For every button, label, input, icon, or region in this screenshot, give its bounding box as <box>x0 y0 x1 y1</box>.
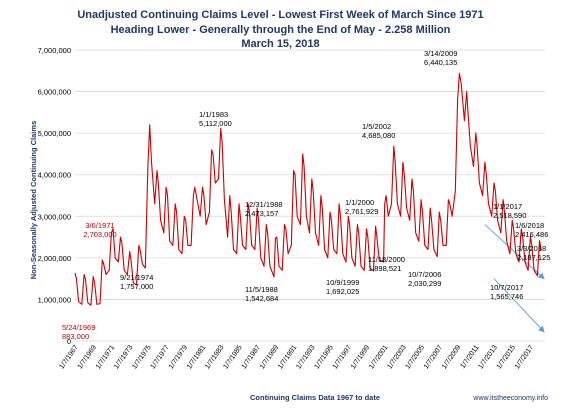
annotation-value: 2,473,157 <box>245 209 278 218</box>
annotation-value: 2,518,590 <box>493 211 526 220</box>
annotation-value: 6,440,135 <box>424 58 457 67</box>
annotation-date: 1/1/2000 <box>345 198 374 207</box>
y-axis-title: Non-Seasonally Adjusted Continuing Claim… <box>29 121 38 280</box>
annotation-date: 1/1/1983 <box>199 110 228 119</box>
annotation-value: 2,187,125 <box>517 253 550 262</box>
y-tick-label: 3,000,000 <box>38 212 71 221</box>
annotation-date: 3/14/2009 <box>424 49 457 58</box>
y-tick-label: 7,000,000 <box>38 46 71 55</box>
annotation-value: 1,565,746 <box>490 292 523 301</box>
annotation-date: 3/3/2018 <box>517 244 546 253</box>
annotation-date: 12/31/1988 <box>245 200 283 209</box>
annotation-date: 10/7/2006 <box>408 270 441 279</box>
annotation-date: 1/1/2017 <box>493 202 522 211</box>
source-credit: www.itstheeconomy.info <box>472 395 548 402</box>
trend-arrow <box>493 278 545 333</box>
chart-title: Unadjusted Continuing Claims Level - Low… <box>77 9 483 21</box>
annotation-date: 1/6/2018 <box>515 221 544 230</box>
annotation-value: 883,000 <box>62 332 89 341</box>
annotation-date: 1/5/2002 <box>362 122 391 131</box>
annotation-date: 9/21/1974 <box>120 273 153 282</box>
annotation-value: 1,542,684 <box>245 294 278 303</box>
chart-subtitle: Heading Lower - Generally through the En… <box>111 24 451 36</box>
y-tick-label: 2,000,000 <box>38 254 71 263</box>
annotation-value: 5,112,000 <box>199 119 232 128</box>
y-tick-label: 4,000,000 <box>38 171 71 180</box>
annotation-value: 1,898,521 <box>368 264 401 273</box>
annotation-value: 2,703,000 <box>83 230 116 239</box>
y-tick-label: 5,000,000 <box>38 129 71 138</box>
chart-date: March 15, 2018 <box>241 38 319 50</box>
x-tick-labels: 1/7/19671/7/19691/7/19711/7/19731/7/1975… <box>58 344 535 370</box>
annotation-date: 10/9/1999 <box>326 278 359 287</box>
annotation-date: 11/18/2000 <box>368 255 405 264</box>
x-tick-label: 1/7/2017 <box>514 344 535 370</box>
annotation-value: 2,030,299 <box>408 279 441 288</box>
y-gridlines <box>75 49 545 342</box>
annotation-date: 10/7/2017 <box>490 283 523 292</box>
x-axis-title: Continuing Claims Data 1967 to date <box>250 393 380 402</box>
y-tick-labels: 0 1,000,000 2,000,000 3,000,000 4,000,000 5,0… <box>38 46 71 346</box>
annotation-value: 2,416,486 <box>515 230 548 239</box>
annotation-date: 3/6/1971 <box>85 221 114 230</box>
annotation-value: 1,757,000 <box>120 282 153 291</box>
y-tick-label: 1,000,000 <box>38 295 71 304</box>
annotation-value: 1,692,025 <box>326 287 359 296</box>
y-tick-label: 0 <box>67 337 71 346</box>
series-line <box>74 72 542 306</box>
annotation-value: 4,685,080 <box>362 131 395 140</box>
annotation-date: 5/24/1969 <box>62 323 95 332</box>
series-layer <box>74 72 542 306</box>
annotation-value: 2,761,929 <box>345 207 378 216</box>
annotation-date: 11/5/1988 <box>245 285 278 294</box>
y-tick-label: 6,000,000 <box>38 88 71 97</box>
